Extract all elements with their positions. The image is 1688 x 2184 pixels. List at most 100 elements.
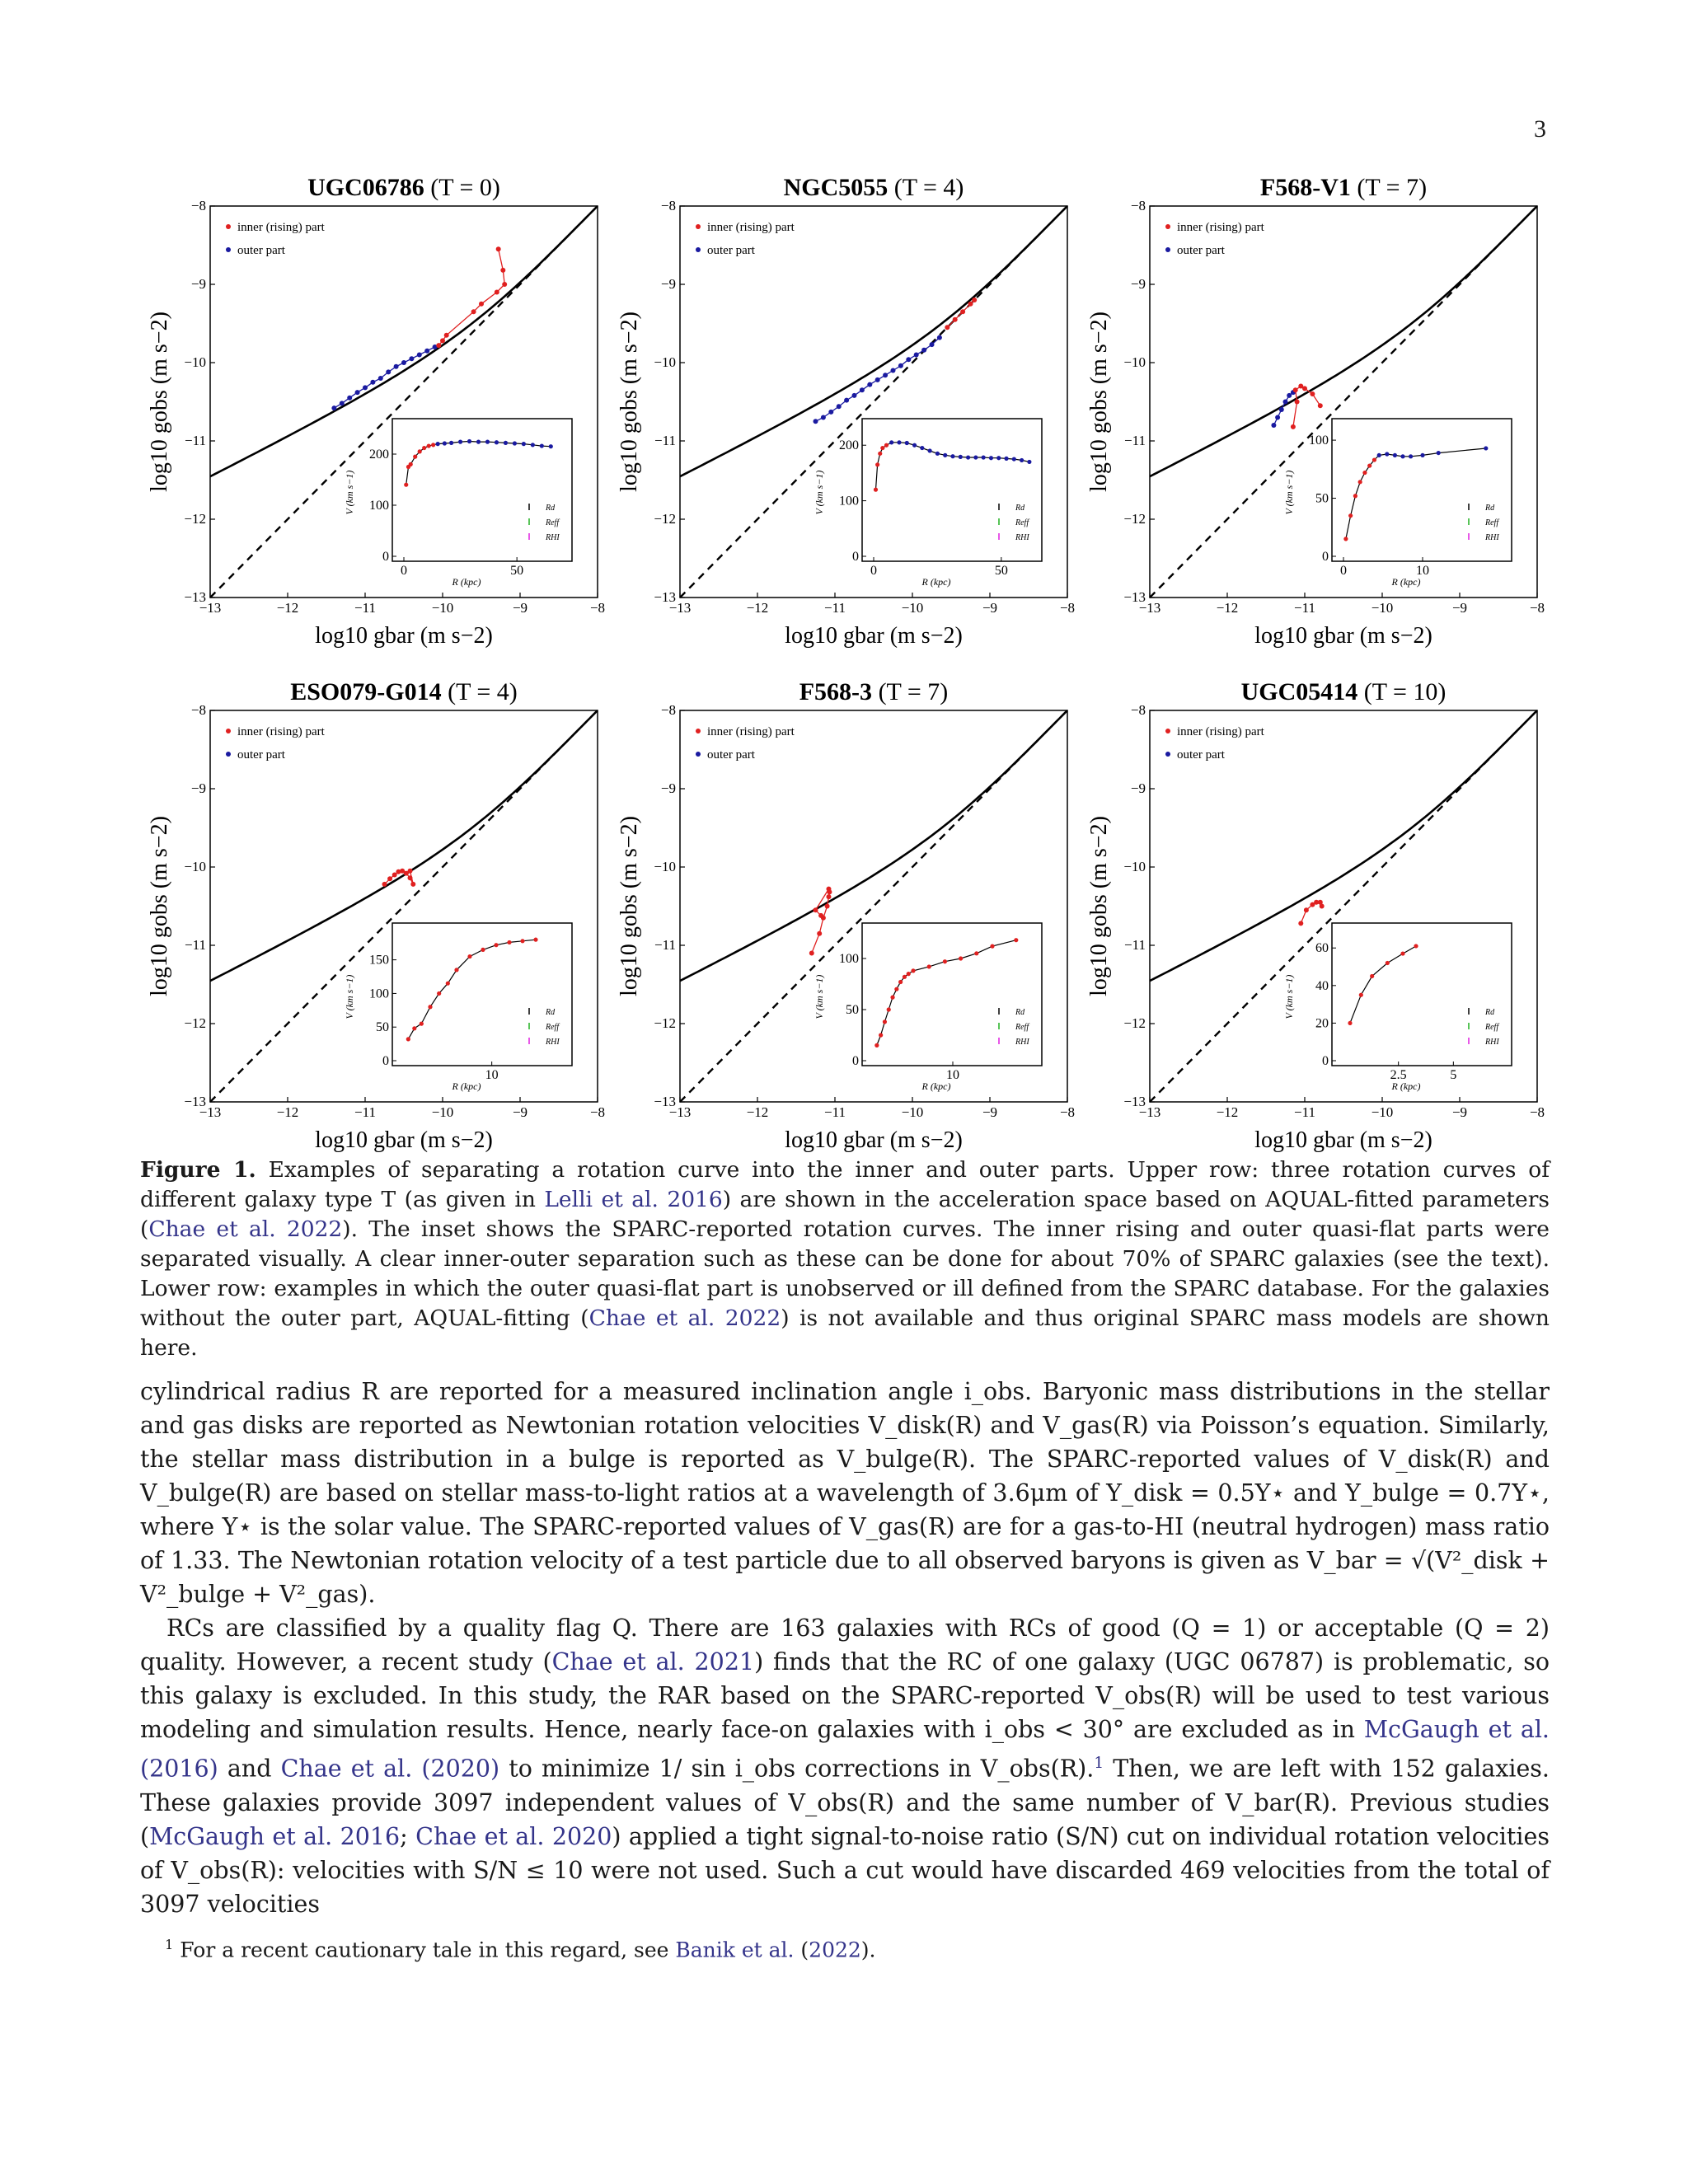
inset-inner-point: [1400, 951, 1405, 956]
citation-link[interactable]: Lelli et al. 2016: [544, 1187, 723, 1212]
inner-series-point: [826, 886, 832, 892]
inset-inner-point: [437, 991, 442, 996]
chart-0: UGC06786 (T = 0) −13 −12 −11 −10 −9 −8 −13 −12 −1…: [147, 174, 605, 649]
inner-series-point: [495, 246, 501, 252]
panel-0: UGC06786 (T = 0) −13 −12 −11 −10 −9 −8 −13 −12 −1…: [132, 169, 605, 659]
inset-y-tick-label: 100: [369, 499, 389, 513]
inset-inner-point: [533, 937, 538, 942]
y-tick-label: −12: [184, 511, 206, 527]
y-tick-label: −9: [661, 276, 676, 292]
inset-inner-point: [890, 995, 895, 1000]
inset-inner-point: [404, 482, 409, 487]
outer-series-point: [867, 382, 873, 387]
citation-link[interactable]: Chae et al. 2020: [415, 1822, 612, 1850]
figure-caption: Figure 1. Examples of separating a rotat…: [140, 1157, 1550, 1361]
inset-outer-point: [467, 438, 472, 444]
inset-inner-point: [1385, 960, 1390, 966]
citation-year-link[interactable]: 2022: [809, 1938, 861, 1962]
y-tick-label: −9: [1131, 780, 1146, 796]
legend-outer-label: outer part: [237, 748, 286, 762]
inset-inner-point: [911, 968, 916, 973]
inset-legend-label: Reff: [545, 518, 560, 527]
chart-title-type: (T = 7): [1351, 174, 1427, 201]
inset-outer-point: [973, 455, 978, 460]
plot-frame: [679, 205, 1068, 598]
legend-outer-label: outer part: [707, 748, 756, 762]
x-tick-label: −12: [747, 600, 769, 616]
x-tick-label: −8: [1060, 1104, 1075, 1120]
inset-inner-point: [882, 1019, 888, 1024]
chart-title-type: (T = 7): [872, 678, 948, 705]
y-tick-label: −13: [184, 589, 206, 605]
legend-outer-marker: [1165, 752, 1170, 757]
inset-inner-point: [902, 974, 907, 979]
inset-inner-point: [1348, 513, 1353, 518]
outer-series-point: [339, 401, 345, 406]
inset-inner-point: [884, 443, 889, 448]
x-tick-label: −12: [277, 1104, 299, 1120]
inset-outer-point: [530, 443, 535, 448]
y-tick-label: −10: [184, 354, 206, 370]
outer-series-point: [1271, 423, 1277, 428]
inset-y-axis-label: V (km s−1): [814, 471, 825, 515]
inset-x-tick-label: 10: [946, 1068, 959, 1082]
footnote-mark[interactable]: 1: [1094, 1755, 1104, 1772]
chart-title: F568-3 (T = 7): [799, 678, 949, 705]
chart-title: F568-V1 (T = 7): [1260, 174, 1427, 201]
x-tick-label: −10: [1372, 600, 1394, 616]
citation-link[interactable]: Chae et al. 2021: [551, 1648, 755, 1675]
outer-series-point: [331, 405, 337, 411]
legend-outer-marker: [226, 247, 231, 252]
inset-inner-point: [417, 449, 422, 454]
x-axis-label: log10 gbar (m s−2): [315, 623, 493, 649]
chart-4: F568-3 (T = 7) −13 −12 −11 −10 −9 −8 −13 −12 −11 −…: [617, 678, 1075, 1153]
outer-series-point: [377, 376, 383, 381]
chart-title-name: UGC05414: [1241, 678, 1358, 705]
outer-series-point: [424, 348, 430, 354]
inner-series-point: [813, 907, 818, 913]
inset-frame: [392, 418, 573, 562]
citation-link[interactable]: Chae et al. (2020): [280, 1755, 500, 1783]
outer-series-point: [820, 415, 826, 420]
inset-inner-point: [926, 964, 931, 969]
inset-legend-label: RHI: [545, 533, 560, 542]
citation-link[interactable]: McGaugh et al. (2016): [140, 1716, 1550, 1783]
citation-link[interactable]: Chae et al. 2022: [148, 1216, 343, 1242]
inner-series-point: [396, 869, 401, 874]
x-axis-label: log10 gbar (m s−2): [785, 623, 963, 649]
inner-series-point: [1317, 403, 1323, 409]
inset-outer-point: [950, 454, 955, 459]
citation-link[interactable]: Chae et al. 2022: [588, 1305, 781, 1331]
rar-curve: [209, 710, 598, 982]
outer-series-point: [401, 360, 406, 365]
x-tick-label: −8: [1060, 600, 1075, 616]
inset-inner-point: [898, 979, 903, 985]
inset-legend-label: RHI: [1015, 533, 1029, 542]
inner-series-point: [952, 316, 958, 322]
inner-series-point: [1298, 383, 1304, 389]
inset-frame: [861, 922, 1043, 1066]
legend-inner-marker: [226, 729, 231, 733]
inset-x-axis-label: R (kpc): [1391, 1080, 1421, 1092]
inset-y-tick-label: 200: [839, 438, 859, 452]
citation-link[interactable]: McGaugh et al. 2016: [149, 1822, 401, 1850]
x-tick-label: −13: [199, 600, 222, 616]
legend-inner-marker: [696, 224, 701, 229]
y-axis-label: log10 gobs (m s−2): [1086, 312, 1112, 492]
y-tick-label: −13: [654, 1094, 676, 1109]
inset-inner-point: [1370, 973, 1375, 979]
plot-frame: [1149, 710, 1538, 1103]
inner-series-point: [440, 338, 445, 344]
paragraph-1: cylindrical radius R are reported for a …: [140, 1378, 1550, 1608]
legend-inner-marker: [1165, 729, 1170, 733]
inset-outer-point: [1385, 452, 1390, 457]
outer-series-point: [370, 379, 376, 385]
inset-y-tick-label: 50: [846, 1003, 859, 1017]
citation-link[interactable]: Banik et al.: [675, 1938, 795, 1962]
inset-inner-point: [445, 981, 450, 986]
inner-series-point: [826, 894, 832, 900]
inset-legend-label: Reff: [1015, 518, 1029, 527]
inner-series-point: [407, 868, 413, 874]
inner-series-point: [1317, 899, 1323, 905]
y-tick-label: −11: [654, 433, 676, 448]
